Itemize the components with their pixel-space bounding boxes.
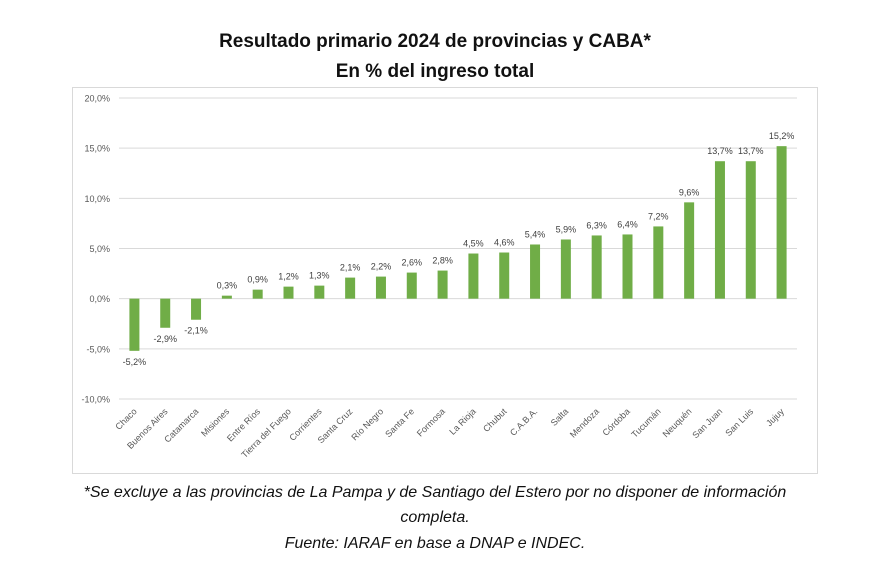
data-label: 5,4% (525, 229, 546, 239)
x-tick-label: Mendoza (568, 406, 601, 439)
x-tick-label: Tucumán (629, 406, 662, 439)
source-note: Fuente: IARAF en base a DNAP e INDEC. (284, 535, 586, 552)
y-axis-tick-labels: 20,0% 15,0% 10,0% 5,0% 0,0% -5,0% -10,0% (81, 94, 110, 405)
y-tick-label: 15,0% (84, 144, 110, 154)
x-tick-label: Jujuy (764, 406, 786, 428)
data-label: 4,5% (463, 239, 484, 249)
y-tick-label: -5,0% (86, 344, 110, 354)
bar (684, 202, 695, 299)
x-tick-label: Río Negro (349, 406, 385, 442)
bar (776, 146, 787, 299)
bar (530, 244, 541, 299)
bars (129, 146, 787, 351)
data-label: 13,7% (707, 146, 733, 156)
x-tick-label: San Luis (723, 406, 755, 438)
data-label: 6,3% (586, 220, 607, 230)
data-label: 6,4% (617, 219, 638, 229)
data-label: 2,8% (432, 256, 453, 266)
data-label: -2,9% (153, 334, 177, 344)
bar (468, 253, 479, 299)
x-tick-label: C.A.B.A. (508, 406, 539, 437)
bar (283, 286, 294, 299)
bar (437, 270, 448, 299)
data-label: 2,6% (402, 258, 423, 268)
bar (653, 226, 664, 299)
bar (314, 285, 325, 299)
data-label: 13,7% (738, 146, 764, 156)
bar (745, 161, 756, 299)
bar (406, 272, 417, 299)
bar (345, 277, 356, 299)
data-label: 7,2% (648, 211, 669, 221)
data-label: 4,6% (494, 238, 515, 248)
footnote-exclusion-cont: completa. (400, 509, 470, 526)
gridlines (119, 97, 797, 400)
data-label: 2,1% (340, 263, 361, 273)
data-label: 15,2% (769, 131, 795, 141)
x-tick-label: Neuquén (661, 406, 694, 439)
x-tick-label: San Juan (690, 406, 724, 440)
x-tick-label: Salta (549, 406, 571, 428)
bar (714, 161, 725, 299)
x-tick-label: Chaco (113, 406, 138, 431)
data-label: 1,3% (309, 271, 330, 281)
footnote-exclusion: *Se excluye a las provincias de La Pampa… (83, 484, 787, 501)
data-labels: -5,2% -2,9% -2,1% 0,3% 0,9% 1,2% 1,3% 2,1% 2,2% 2… (123, 131, 795, 367)
bar (221, 295, 232, 299)
x-tick-label: Formosa (415, 406, 447, 438)
y-tick-label: 20,0% (84, 94, 110, 104)
data-label: 1,2% (278, 272, 299, 282)
chart-area (72, 87, 818, 474)
bar (375, 276, 386, 299)
bar (591, 235, 602, 299)
y-tick-label: 5,0% (89, 244, 110, 254)
bar (129, 298, 140, 351)
x-tick-label: La Rioja (447, 406, 477, 436)
bar (560, 239, 571, 299)
x-tick-label: Santa Fe (383, 406, 416, 439)
data-label: 0,9% (247, 275, 268, 285)
data-label: 5,9% (556, 224, 577, 234)
bar (622, 234, 633, 299)
data-label: 2,2% (371, 262, 392, 272)
data-label: 0,3% (217, 281, 238, 291)
y-tick-label: 10,0% (84, 194, 110, 204)
data-label: -2,1% (184, 326, 208, 336)
data-label: -5,2% (123, 357, 147, 367)
data-label: 9,6% (679, 187, 700, 197)
bar (191, 298, 202, 320)
y-tick-label: -10,0% (81, 395, 110, 405)
chart-subtitle: En % del ingreso total (335, 61, 535, 82)
chart-title: Resultado primario 2024 de provincias y … (219, 31, 651, 52)
x-tick-label: Chubut (481, 406, 509, 434)
bar (499, 252, 510, 299)
bar (252, 289, 263, 299)
x-tick-label: Córdoba (600, 406, 631, 437)
y-tick-label: 0,0% (89, 294, 110, 304)
bar (160, 298, 171, 328)
